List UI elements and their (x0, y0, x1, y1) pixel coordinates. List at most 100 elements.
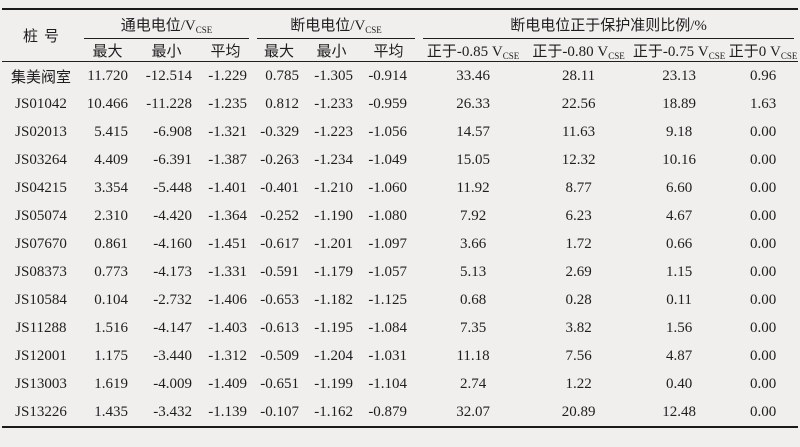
group-header-protection-ratio-label: 断电电位正于保护准则比例/% (510, 18, 707, 34)
value-cell: -11.228 (146, 95, 192, 112)
column-header-off-min: 最小 (305, 39, 359, 62)
value-cell: -0.263 (260, 151, 300, 168)
value-cell: -0.107 (260, 403, 300, 420)
table-row: JS08373 0.773 -4.173 -1.331 -0.591 -1.179 -1.0… (2, 258, 798, 286)
scanned-table-page: 桩号 通电电位/VCSE 断电电位/VCSE 断电电位正于保护准则比例/% 最大… (0, 8, 800, 447)
cse-subscript: CSE (195, 25, 213, 35)
value-cell: 7.56 (565, 347, 592, 364)
value-cell: 28.11 (561, 67, 596, 84)
value-cell: -3.432 (153, 403, 192, 420)
value-cell: 4.67 (665, 207, 693, 224)
value-cell: 5.13 (459, 263, 487, 280)
value-cell: -4.420 (153, 207, 192, 224)
pile-id-cell: JS01042 (15, 95, 67, 112)
value-cell: 0.68 (459, 291, 487, 308)
value-cell: -1.084 (368, 319, 408, 336)
value-cell: 12.48 (662, 403, 696, 420)
value-cell: -1.234 (314, 151, 354, 168)
value-cell: -4.147 (153, 319, 192, 336)
value-cell: -1.125 (368, 291, 408, 308)
value-cell: 15.05 (456, 151, 490, 168)
value-cell: -1.409 (208, 375, 248, 392)
value-cell: 0.00 (749, 179, 777, 196)
potential-data-table: 桩号 通电电位/VCSE 断电电位/VCSE 断电电位正于保护准则比例/% 最大… (2, 8, 799, 428)
table-row: JS01042 10.466 -11.228 -1.235 0.812 -1.233 -0.… (2, 90, 798, 118)
value-cell: 12.32 (561, 151, 596, 168)
value-cell: 0.96 (749, 67, 777, 84)
value-cell: -4.173 (153, 263, 192, 280)
value-cell: -0.617 (260, 235, 300, 252)
value-cell: -0.879 (368, 403, 408, 420)
value-cell: -1.201 (314, 235, 354, 252)
value-cell: 3.82 (565, 319, 592, 336)
column-header-ratio-075: 正于-0.75 VCSE (630, 39, 729, 62)
column-header-ratio-085: 正于-0.85 VCSE (419, 39, 528, 62)
value-cell: 22.56 (561, 95, 596, 112)
value-cell: -0.914 (368, 67, 408, 84)
ratio-0-label: 正于0 V (728, 43, 781, 60)
column-header-ratio-080: 正于-0.80 VCSE (527, 39, 631, 62)
value-cell: -4.160 (153, 235, 192, 252)
value-cell: 0.00 (749, 151, 777, 168)
value-cell: 11.720 (87, 67, 128, 84)
value-cell: 7.92 (459, 207, 487, 224)
value-cell: 6.60 (665, 179, 693, 196)
pile-id-cell: JS07670 (15, 235, 67, 252)
value-cell: 1.63 (749, 95, 777, 112)
value-cell: -1.401 (208, 179, 248, 196)
value-cell: -1.182 (314, 291, 354, 308)
value-cell: -1.235 (208, 95, 248, 112)
value-cell: -1.204 (314, 347, 354, 364)
value-cell: 4.409 (94, 151, 128, 168)
value-cell: 0.785 (265, 67, 300, 84)
column-header-on-avg: 平均 (198, 39, 254, 62)
value-cell: 2.310 (94, 207, 128, 224)
value-cell: 0.00 (749, 319, 777, 336)
value-cell: 20.89 (561, 403, 596, 420)
value-cell: -0.959 (368, 95, 408, 112)
column-header-off-avg: 平均 (358, 39, 420, 62)
value-cell: -0.591 (260, 263, 300, 280)
value-cell: -3.440 (153, 347, 192, 364)
cse-subscript: CSE (502, 50, 520, 61)
group-header-on-potential: 通电电位/VCSE (80, 9, 253, 39)
column-header-ratio-0: 正于0 VCSE (728, 39, 799, 62)
value-cell: 1.15 (665, 263, 693, 280)
group-header-off-potential: 断电电位/VCSE (253, 9, 419, 39)
cse-subscript: CSE (608, 50, 625, 61)
value-cell: 1.435 (94, 403, 128, 420)
value-cell: 5.415 (94, 123, 128, 140)
value-cell: -1.080 (368, 207, 408, 224)
pile-id-cell: JS04215 (15, 179, 67, 196)
value-cell: -1.387 (208, 151, 248, 168)
value-cell: 23.13 (662, 67, 696, 84)
value-cell: 0.104 (94, 291, 128, 308)
group-header-off-potential-label: 断电电位/V (290, 18, 366, 34)
value-cell: 4.87 (665, 347, 693, 364)
value-cell: 0.861 (94, 235, 128, 252)
pile-id-cell: JS08373 (15, 263, 67, 280)
value-cell: 1.619 (94, 375, 128, 392)
value-cell: -1.139 (208, 403, 248, 420)
value-cell: -12.514 (145, 67, 192, 84)
value-cell: -1.031 (368, 347, 408, 364)
table-row: JS12001 1.175 -3.440 -1.312 -0.509 -1.204 -1.0… (2, 342, 798, 370)
value-cell: 0.28 (565, 291, 592, 308)
value-cell: -1.049 (368, 151, 408, 168)
value-cell: 2.74 (459, 375, 487, 392)
value-cell: -1.195 (314, 319, 354, 336)
value-cell: 26.33 (456, 95, 490, 112)
pile-id-cell: JS13226 (15, 403, 67, 420)
value-cell: 11.18 (456, 347, 490, 364)
group-header-protection-ratio: 断电电位正于保护准则比例/% (419, 9, 798, 39)
value-cell: -1.179 (314, 263, 354, 280)
value-cell: -1.190 (314, 207, 354, 224)
value-cell: 3.354 (94, 179, 128, 196)
value-cell: -1.312 (208, 347, 248, 364)
value-cell: -0.509 (260, 347, 300, 364)
value-cell: 1.56 (665, 319, 693, 336)
ratio-075-label: 正于-0.75 V (632, 43, 709, 60)
value-cell: 0.11 (666, 291, 692, 308)
value-cell: -2.732 (153, 291, 192, 308)
value-cell: -1.104 (368, 375, 408, 392)
